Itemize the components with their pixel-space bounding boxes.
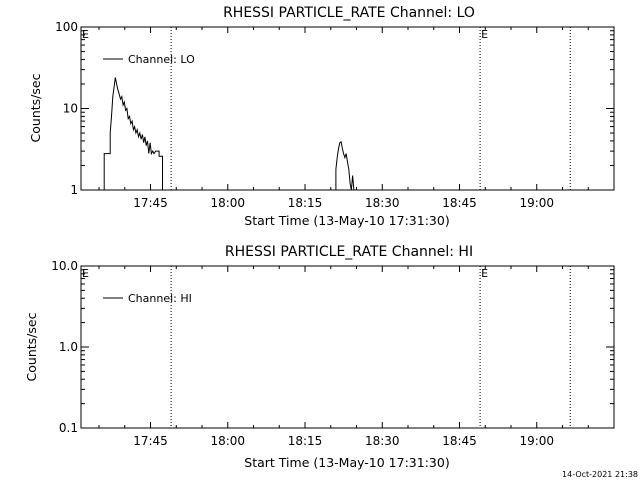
x-tick-label: 17:45 <box>133 196 168 210</box>
x-ticks: 17:45 18:00 18:15 18:30 18:45 19:00 <box>98 27 615 210</box>
x-tick-label: 18:30 <box>365 434 400 448</box>
y-ticks: 0.1 1.0 10.0 <box>51 259 614 435</box>
y-tick-label: 1 <box>70 183 78 197</box>
plot-frame <box>80 26 615 191</box>
legend-label: Channel: HI <box>128 292 192 305</box>
x-tick-label: 19:00 <box>519 196 554 210</box>
vertical-marker-label: E <box>481 267 488 280</box>
panel-lo: RHESSI PARTICLE_RATE Channel: LO Start T… <box>28 5 615 228</box>
footer-timestamp: 14-Oct-2021 21:38 <box>562 470 638 479</box>
x-axis-title: Start Time (13-May-10 17:31:30) <box>244 455 449 470</box>
panel-hi: RHESSI PARTICLE_RATE Channel: HI Start T… <box>24 244 615 470</box>
legend: Channel: HI <box>103 292 192 305</box>
y-tick-label: 100 <box>55 20 78 34</box>
y-axis-title: Counts/sec <box>24 312 39 381</box>
legend: Channel: LO <box>103 53 195 66</box>
y-tick-label: 10.0 <box>51 259 78 273</box>
x-tick-label: 18:45 <box>442 434 477 448</box>
x-tick-label: 19:00 <box>519 434 554 448</box>
start-marker-label: E <box>82 267 89 280</box>
series-group <box>103 77 355 191</box>
start-marker-label: E <box>82 28 89 41</box>
x-tick-label: 18:15 <box>288 196 323 210</box>
x-tick-label: 17:45 <box>133 434 168 448</box>
legend-label: Channel: LO <box>128 53 195 66</box>
x-tick-label: 18:15 <box>288 434 323 448</box>
x-tick-label: 18:00 <box>210 434 245 448</box>
y-axis-title: Counts/sec <box>28 73 43 142</box>
x-tick-label: 18:45 <box>442 196 477 210</box>
y-tick-label: 1.0 <box>59 340 78 354</box>
vertical-marker-label: E <box>481 28 488 41</box>
x-axis-title: Start Time (13-May-10 17:31:30) <box>244 213 449 228</box>
y-tick-label: 10 <box>63 102 78 116</box>
chart-title: RHESSI PARTICLE_RATE Channel: HI <box>225 244 473 260</box>
y-ticks: 1 10 100 <box>55 20 614 197</box>
x-ticks: 17:45 18:00 18:15 18:30 18:45 19:00 <box>98 266 615 448</box>
x-tick-label: 18:00 <box>210 196 245 210</box>
x-tick-label: 18:30 <box>365 196 400 210</box>
y-tick-label: 0.1 <box>59 421 78 435</box>
vertical-markers: E <box>170 266 571 428</box>
series-line <box>103 77 355 191</box>
vertical-markers: E <box>170 27 571 190</box>
plot-frame <box>80 265 615 429</box>
chart-title: RHESSI PARTICLE_RATE Channel: LO <box>223 5 475 21</box>
